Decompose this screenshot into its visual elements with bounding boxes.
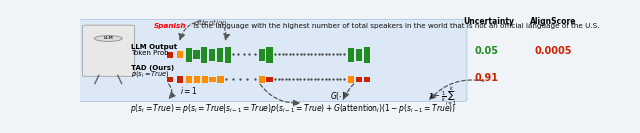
Bar (167, 52, 173, 58)
Bar (209, 49, 216, 61)
Text: $i = 1$: $i = 1$ (180, 85, 198, 96)
Bar (356, 49, 362, 61)
Text: Uncertainty: Uncertainty (464, 18, 515, 26)
Bar (177, 51, 183, 59)
Text: LLM: LLM (103, 36, 113, 40)
Text: 0.0005: 0.0005 (535, 46, 572, 56)
FancyBboxPatch shape (83, 25, 134, 76)
Text: Token Prob.: Token Prob. (131, 50, 171, 56)
Text: is the language with the highest number of total speakers in the world that is n: is the language with the highest number … (191, 23, 600, 29)
Text: LLM Output: LLM Output (131, 44, 177, 50)
Bar (193, 76, 200, 83)
FancyBboxPatch shape (77, 20, 467, 101)
Text: $G(\cdot)$: $G(\cdot)$ (330, 90, 346, 102)
Text: $p(s_i = True) = p(s_i = True | s_{i-1} = True)p(s_{i-1} = True)+ G(\mathrm{atte: $p(s_i = True) = p(s_i = True | s_{i-1} … (130, 102, 456, 115)
Text: $1 - \frac{1}{k}\sum_{i=1}^{k}$: $1 - \frac{1}{k}\sum_{i=1}^{k}$ (428, 85, 456, 108)
Text: AlignScore: AlignScore (531, 18, 577, 26)
Text: 0.91: 0.91 (475, 73, 499, 83)
Text: $p(s_i = True)$: $p(s_i = True)$ (131, 69, 170, 79)
Bar (193, 50, 200, 59)
Bar (356, 77, 362, 82)
Bar (266, 77, 273, 82)
Bar (225, 47, 231, 63)
Bar (177, 76, 183, 83)
Bar (348, 48, 355, 62)
Bar (266, 47, 273, 63)
Bar (364, 77, 370, 82)
Text: Spanish: Spanish (154, 23, 186, 29)
Bar (209, 77, 216, 82)
Bar (201, 47, 207, 63)
Bar (348, 76, 355, 83)
Bar (217, 48, 223, 62)
Text: attention$_i$: attention$_i$ (194, 18, 229, 29)
Bar (186, 48, 192, 62)
Text: 0.05: 0.05 (475, 46, 499, 56)
Bar (202, 76, 208, 83)
Bar (186, 76, 192, 83)
Circle shape (94, 36, 122, 41)
Text: TAD (Ours): TAD (Ours) (131, 65, 174, 71)
Bar (259, 49, 265, 61)
Bar (259, 76, 265, 83)
Bar (167, 77, 173, 82)
Bar (364, 47, 370, 63)
Bar (218, 76, 224, 83)
